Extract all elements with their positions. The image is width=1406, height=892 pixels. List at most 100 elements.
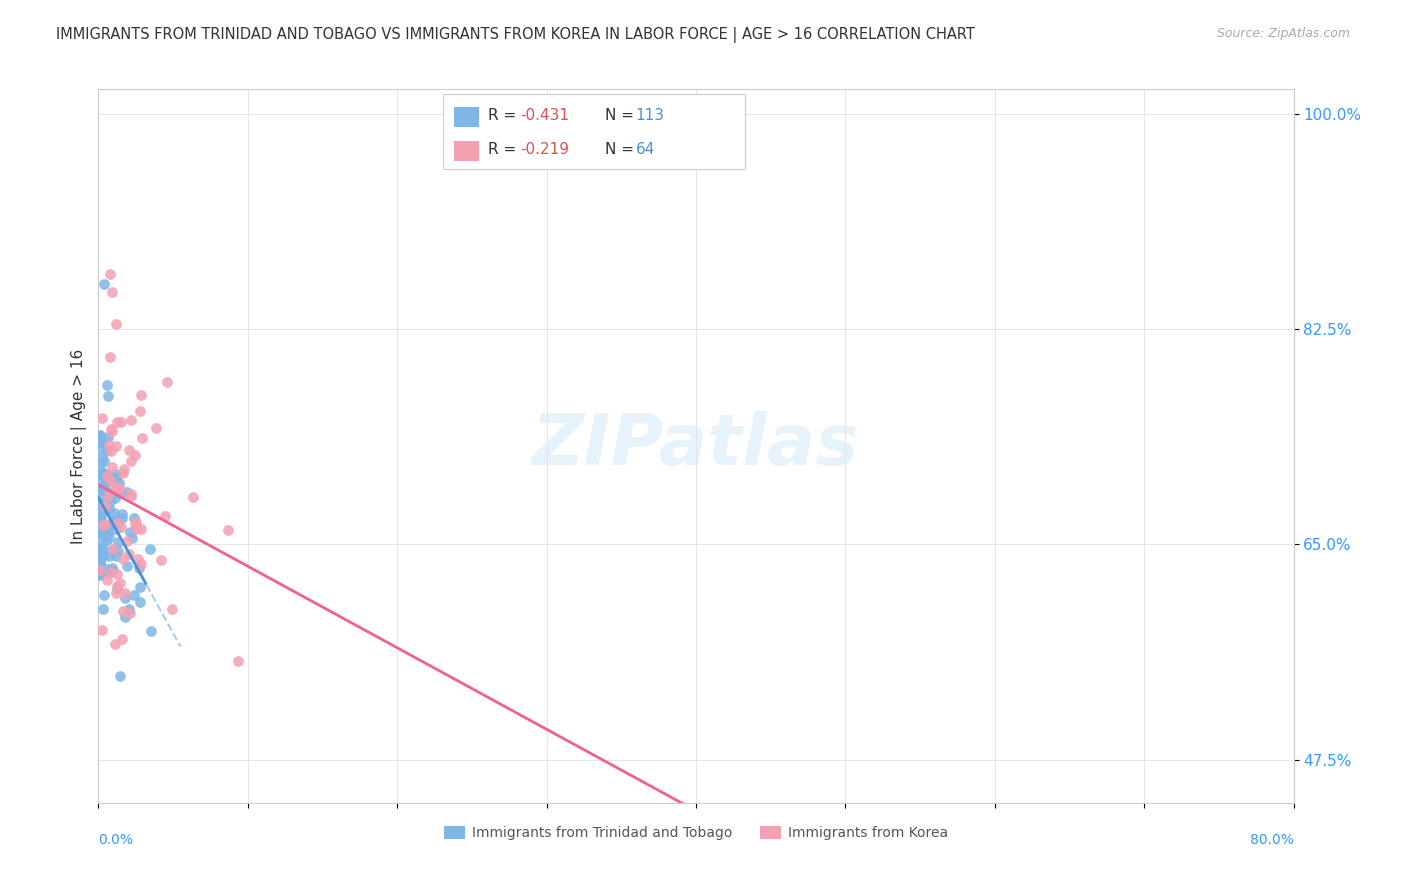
Point bbox=[181, 490, 204, 504]
Point bbox=[105, 549, 128, 563]
Y-axis label: In Labor Force | Age > 16: In Labor Force | Age > 16 bbox=[72, 349, 87, 543]
Point bbox=[108, 575, 131, 590]
Point bbox=[104, 486, 127, 500]
Point bbox=[97, 389, 120, 403]
Point bbox=[114, 610, 136, 624]
Point bbox=[105, 522, 128, 536]
Point bbox=[124, 511, 146, 525]
Point bbox=[89, 525, 111, 540]
Point bbox=[89, 467, 111, 481]
Point bbox=[96, 469, 118, 483]
Point bbox=[149, 553, 172, 567]
Point bbox=[89, 537, 111, 551]
Legend: Immigrants from Trinidad and Tobago, Immigrants from Korea: Immigrants from Trinidad and Tobago, Imm… bbox=[439, 821, 953, 846]
Point bbox=[105, 439, 128, 453]
Point bbox=[98, 473, 121, 487]
Point bbox=[153, 508, 176, 523]
Point bbox=[112, 552, 135, 566]
Text: 80.0%: 80.0% bbox=[1250, 833, 1294, 847]
Point bbox=[89, 554, 111, 568]
Point bbox=[89, 497, 111, 511]
Point bbox=[105, 579, 128, 593]
Point bbox=[93, 453, 115, 467]
Point bbox=[131, 557, 153, 571]
Point bbox=[156, 376, 179, 390]
Point bbox=[101, 542, 124, 557]
Point bbox=[101, 542, 124, 557]
Point bbox=[115, 484, 138, 499]
Point bbox=[97, 526, 120, 541]
Point bbox=[93, 524, 115, 538]
Point bbox=[94, 499, 117, 513]
Point bbox=[101, 513, 124, 527]
Point bbox=[110, 415, 132, 429]
Point bbox=[97, 430, 120, 444]
Point bbox=[114, 585, 136, 599]
Point bbox=[100, 422, 122, 436]
Point bbox=[105, 566, 128, 581]
Point bbox=[98, 494, 121, 508]
Point bbox=[100, 471, 122, 485]
Point bbox=[100, 517, 122, 532]
Point bbox=[90, 542, 112, 557]
Point bbox=[96, 533, 118, 548]
Point bbox=[98, 530, 121, 544]
Point bbox=[91, 466, 114, 480]
Point bbox=[89, 514, 111, 528]
Text: 113: 113 bbox=[636, 109, 665, 123]
Text: R =: R = bbox=[488, 143, 522, 157]
Point bbox=[89, 565, 111, 579]
Point bbox=[105, 516, 128, 530]
Point bbox=[103, 563, 125, 577]
Point bbox=[121, 532, 143, 546]
Point bbox=[90, 495, 112, 509]
Text: N =: N = bbox=[605, 143, 638, 157]
Point bbox=[103, 514, 125, 528]
Point bbox=[118, 602, 141, 616]
Point bbox=[111, 467, 134, 481]
Point bbox=[89, 566, 111, 581]
Point bbox=[89, 513, 111, 527]
Point bbox=[124, 448, 146, 462]
Point bbox=[105, 481, 128, 495]
Point bbox=[91, 501, 114, 516]
Point bbox=[91, 541, 114, 556]
Point bbox=[90, 518, 112, 533]
Point bbox=[105, 467, 128, 481]
Point bbox=[89, 490, 111, 504]
Point bbox=[91, 504, 114, 518]
Point bbox=[118, 547, 141, 561]
Point bbox=[98, 501, 121, 516]
Point bbox=[108, 483, 131, 497]
Point bbox=[91, 466, 114, 480]
Point bbox=[108, 486, 131, 500]
Point bbox=[217, 523, 239, 537]
Point bbox=[91, 624, 114, 638]
Point bbox=[89, 524, 111, 538]
Text: -0.219: -0.219 bbox=[520, 143, 569, 157]
Point bbox=[105, 415, 128, 429]
Point bbox=[94, 503, 117, 517]
Point bbox=[120, 489, 142, 503]
Point bbox=[105, 586, 128, 600]
Point bbox=[96, 443, 118, 458]
Point bbox=[93, 530, 115, 544]
Point bbox=[129, 522, 152, 536]
Text: R =: R = bbox=[488, 109, 522, 123]
Point bbox=[90, 411, 112, 425]
Point bbox=[110, 520, 132, 534]
Point bbox=[94, 503, 117, 517]
Point bbox=[125, 522, 148, 536]
Point bbox=[93, 481, 115, 495]
Point bbox=[94, 470, 117, 484]
Point bbox=[111, 510, 134, 524]
Text: N =: N = bbox=[605, 109, 638, 123]
Point bbox=[96, 378, 118, 392]
Point bbox=[96, 518, 118, 533]
Point bbox=[107, 544, 129, 558]
Point bbox=[89, 467, 111, 481]
Point bbox=[89, 428, 111, 442]
Text: Source: ZipAtlas.com: Source: ZipAtlas.com bbox=[1216, 27, 1350, 40]
Point bbox=[111, 507, 134, 521]
Point bbox=[96, 573, 118, 587]
